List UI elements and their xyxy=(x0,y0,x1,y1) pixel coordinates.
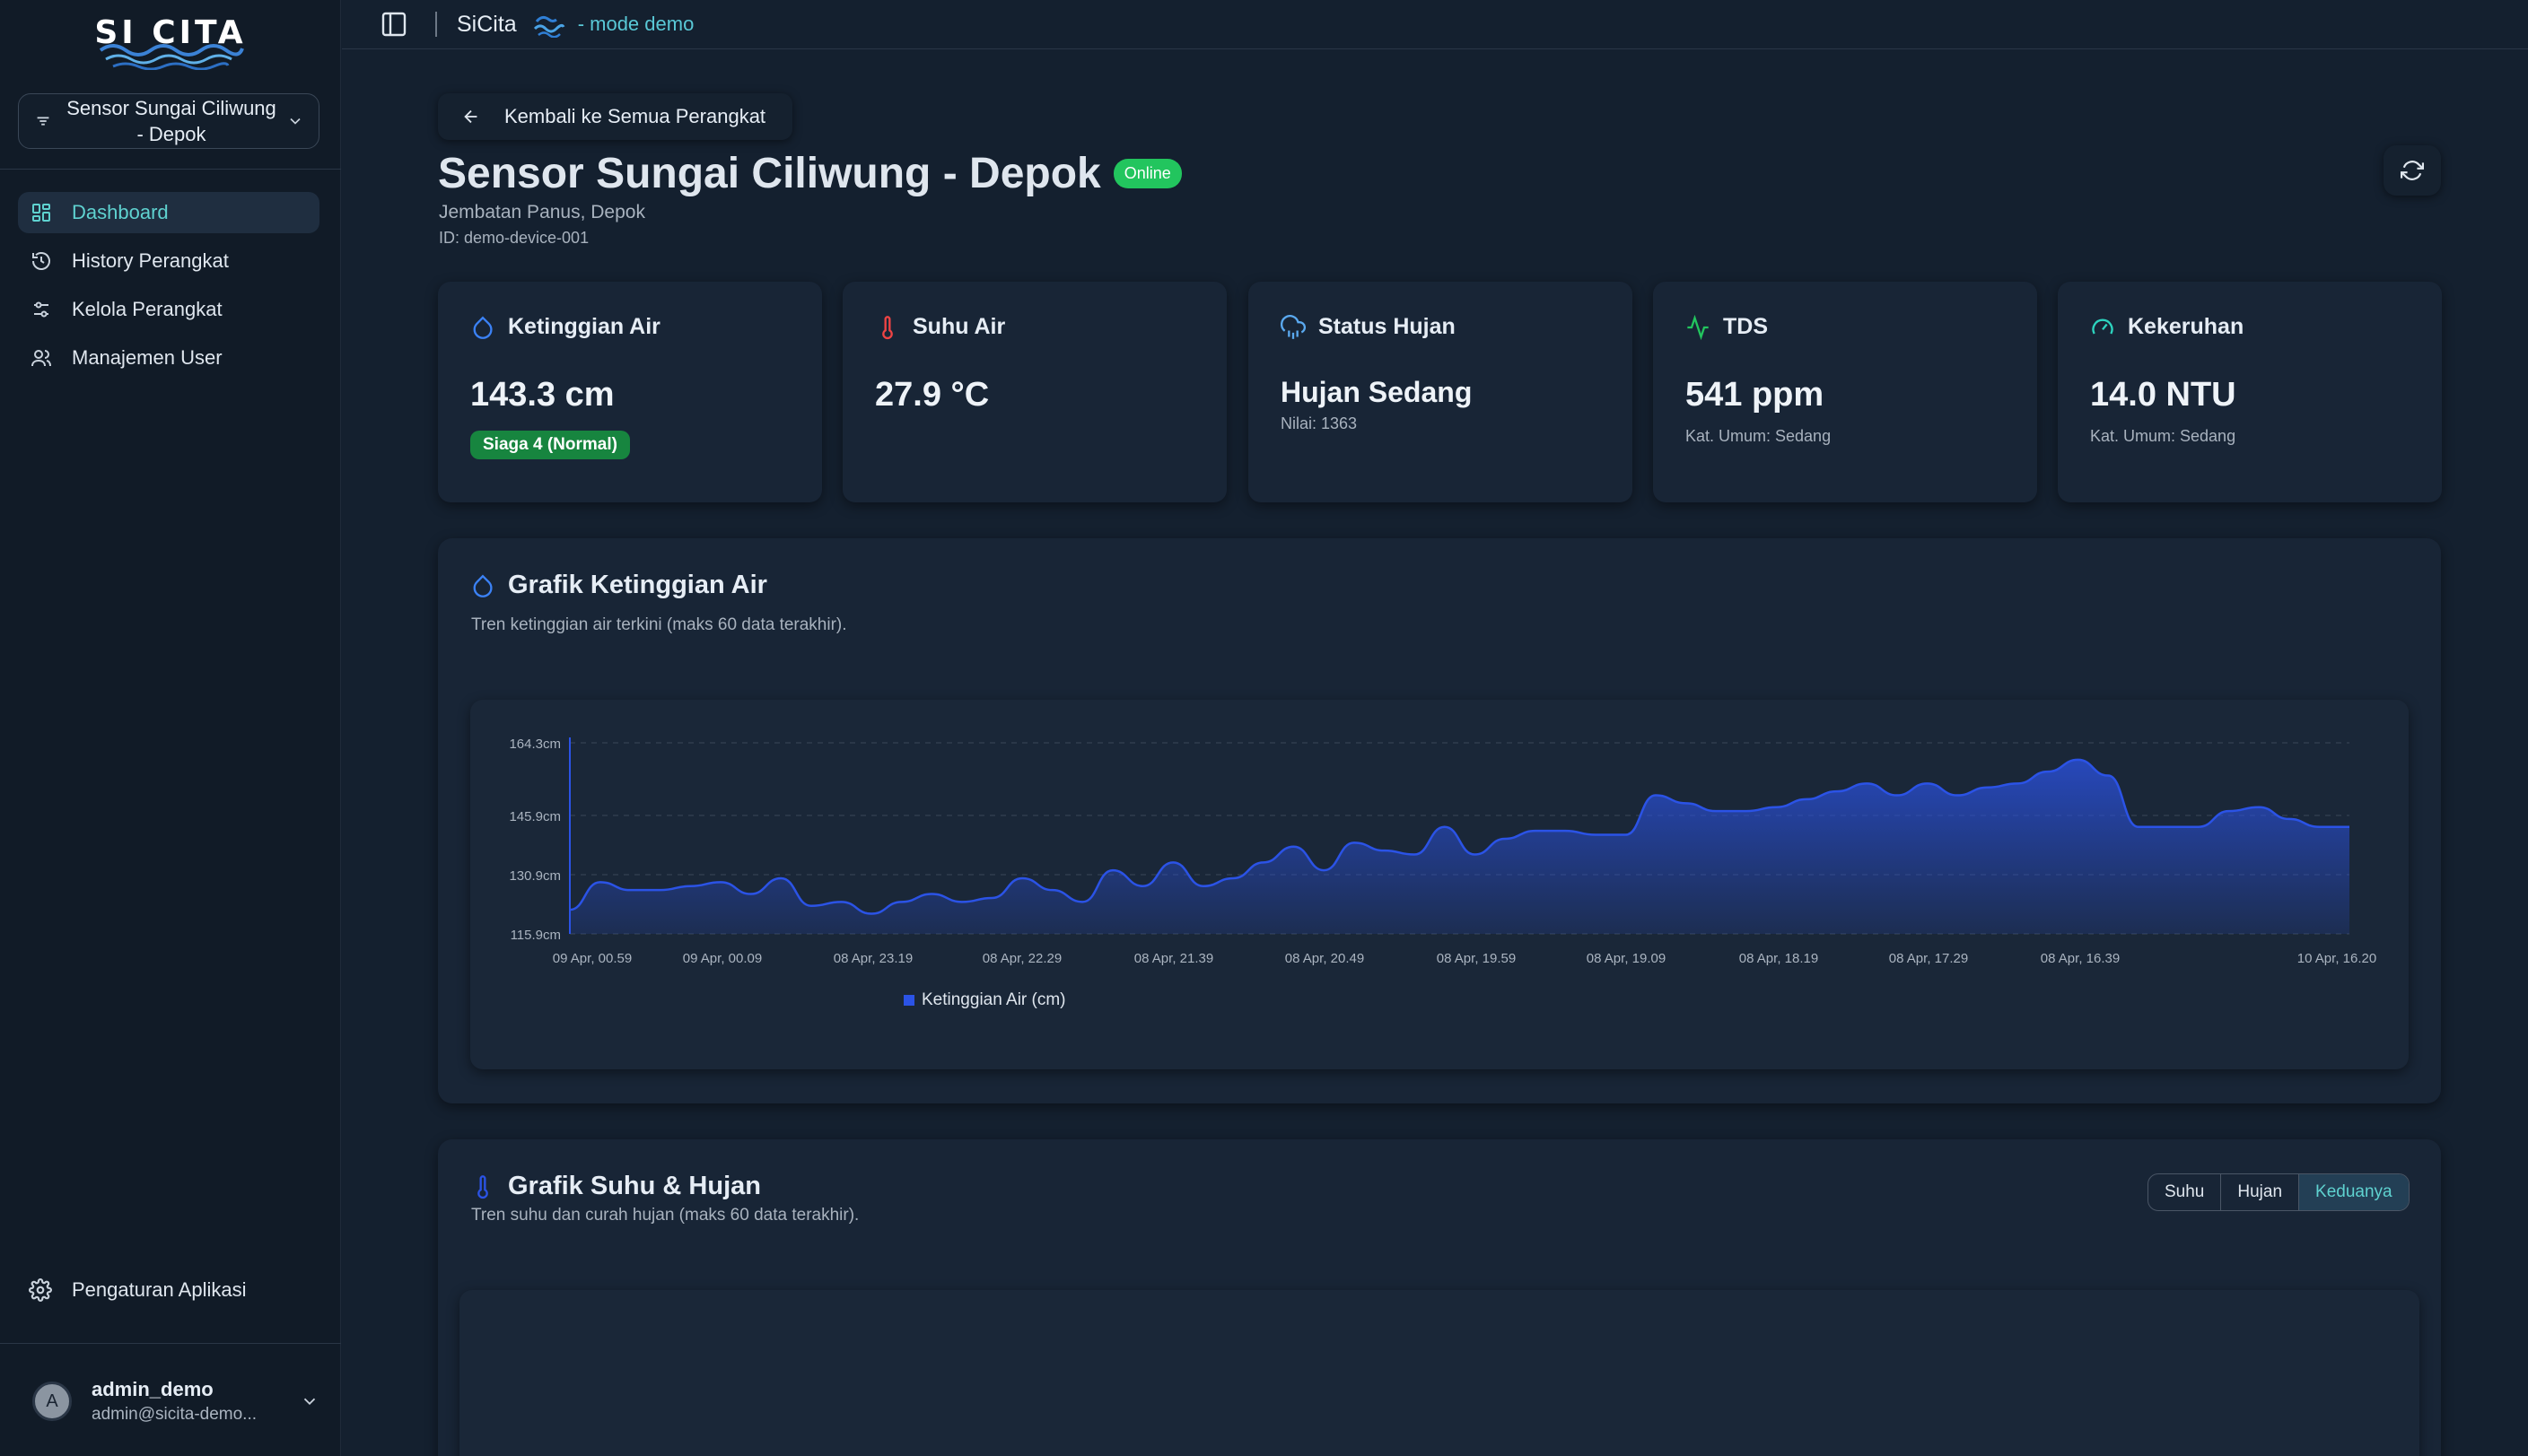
sidebar-item-users[interactable]: Manajemen User xyxy=(18,337,319,379)
card-label: Kekeruhan xyxy=(2128,314,2244,339)
card-header: Kekeruhan xyxy=(2090,314,2410,340)
device-id: ID: demo-device-001 xyxy=(439,229,590,247)
refresh-icon xyxy=(2401,161,2424,180)
chart-legend[interactable]: Ketinggian Air (cm) xyxy=(904,990,1066,1010)
sliders-icon xyxy=(34,301,48,318)
toggle-keduanya[interactable]: Keduanya xyxy=(2299,1174,2409,1210)
panel-title: Grafik Ketinggian Air xyxy=(470,571,767,600)
card-header: Suhu Air xyxy=(875,314,1194,340)
gear-icon xyxy=(29,1278,52,1302)
panel-title: Grafik Suhu & Hujan xyxy=(470,1172,761,1201)
panel-subtitle: Tren ketinggian air terkini (maks 60 dat… xyxy=(471,615,847,634)
chevron-down-icon xyxy=(303,1398,316,1406)
status-badge: Online xyxy=(1113,159,1182,188)
panel-title-text: Grafik Ketinggian Air xyxy=(508,571,767,599)
user-menu[interactable]: A admin_demo admin@sicita-demo... xyxy=(32,1373,319,1430)
topbar: SiCita - mode demo xyxy=(342,0,2528,49)
avatar: A xyxy=(32,1382,72,1421)
wave-icon xyxy=(533,15,565,38)
app-logo[interactable]: SI CITA xyxy=(93,14,248,70)
temp-rain-panel: Grafik Suhu & Hujan Tren suhu dan curah … xyxy=(438,1139,2441,1456)
cloud-rain-icon xyxy=(1281,314,1306,339)
card-sub: Nilai: 1363 xyxy=(1281,414,1358,432)
topbar-separator xyxy=(435,12,437,37)
card-value: Hujan Sedang xyxy=(1281,376,1473,408)
activity-icon xyxy=(1687,314,1709,340)
refresh-button[interactable] xyxy=(2384,145,2441,196)
history-icon xyxy=(32,252,50,270)
page-title: Sensor Sungai Ciliwung - Depok Online xyxy=(438,149,1182,198)
gauge-icon xyxy=(2092,318,2113,335)
thermometer-icon xyxy=(882,315,893,339)
sidebar-divider xyxy=(0,1343,341,1344)
sidebar-item-kelola[interactable]: Kelola Perangkat xyxy=(18,289,319,330)
panel-title-text: Grafik Suhu & Hujan xyxy=(508,1172,761,1200)
settings-link[interactable]: Pengaturan Aplikasi xyxy=(29,1270,246,1310)
card-sub: Kat. Umum: Sedang xyxy=(2090,427,2236,445)
dashboard-icon xyxy=(32,204,50,222)
card-label: Suhu Air xyxy=(913,314,1006,339)
back-label: Kembali ke Semua Perangkat xyxy=(504,105,766,127)
page-title-text: Sensor Sungai Ciliwung - Depok xyxy=(438,150,1101,197)
filter-icon xyxy=(37,117,49,126)
level-chart-panel: Grafik Ketinggian Air Tren ketinggian ai… xyxy=(438,538,2441,1103)
user-info: admin_demo admin@sicita-demo... xyxy=(92,1378,300,1425)
chart-container xyxy=(470,700,2409,1069)
logo-wave-icon xyxy=(99,44,244,70)
settings-label: Pengaturan Aplikasi xyxy=(72,1278,247,1301)
card-water-temp: Suhu Air 27.9 °C xyxy=(843,282,1227,502)
sidebar-item-label: Kelola Perangkat xyxy=(72,298,223,320)
sidebar-item-label: History Perangkat xyxy=(72,249,229,272)
sidebar-item-history[interactable]: History Perangkat xyxy=(18,240,319,282)
device-location: Jembatan Panus, Depok xyxy=(439,202,645,222)
user-email: admin@sicita-demo... xyxy=(92,1405,258,1424)
sidebar-toggle-icon[interactable] xyxy=(380,10,408,39)
card-value: 14.0 NTU xyxy=(2090,376,2236,414)
sidebar-item-dashboard[interactable]: Dashboard xyxy=(18,192,319,233)
back-button[interactable]: Kembali ke Semua Perangkat xyxy=(438,93,793,140)
arrow-left-icon xyxy=(464,109,477,124)
toggle-suhu[interactable]: Suhu xyxy=(2148,1174,2222,1210)
sidebar: SI CITA Sensor Sungai Ciliwung - Depok D… xyxy=(0,0,341,1456)
sidebar-divider xyxy=(0,169,341,170)
legend-swatch xyxy=(904,995,914,1006)
card-value: 27.9 °C xyxy=(875,376,990,414)
card-value: 143.3 cm xyxy=(470,376,615,414)
mode-label: - mode demo xyxy=(577,13,695,35)
card-sub: Kat. Umum: Sedang xyxy=(1685,427,1832,445)
panel-subtitle: Tren suhu dan curah hujan (maks 60 data … xyxy=(471,1206,860,1225)
card-label: TDS xyxy=(1723,314,1768,339)
card-header: Ketinggian Air xyxy=(470,314,790,340)
thermometer-icon xyxy=(477,1174,488,1199)
app-name: SiCita xyxy=(457,11,517,37)
user-name: admin_demo xyxy=(92,1378,214,1400)
users-icon xyxy=(31,350,51,367)
card-water-level: Ketinggian Air 143.3 cm Siaga 4 (Normal) xyxy=(438,282,822,502)
sidebar-item-label: Manajemen User xyxy=(72,346,223,369)
card-header: TDS xyxy=(1685,314,2005,340)
sidebar-nav: Dashboard History Perangkat Kelola Peran… xyxy=(18,192,319,386)
device-select-label: Sensor Sungai Ciliwung - Depok xyxy=(66,97,276,145)
chevron-down-icon xyxy=(290,118,301,125)
device-select[interactable]: Sensor Sungai Ciliwung - Depok xyxy=(18,93,319,149)
card-tds: TDS 541 ppm Kat. Umum: Sedang xyxy=(1653,282,2037,502)
droplet-icon xyxy=(473,573,493,597)
card-header: Status Hujan xyxy=(1281,314,1600,340)
sidebar-item-label: Dashboard xyxy=(72,201,169,223)
status-badge: Siaga 4 (Normal) xyxy=(470,431,630,459)
toggle-hujan[interactable]: Hujan xyxy=(2221,1174,2300,1210)
chart-mode-toggle: Suhu Hujan Keduanya xyxy=(2147,1173,2410,1211)
chart-container xyxy=(459,1290,2419,1456)
card-label: Ketinggian Air xyxy=(508,314,660,339)
legend-label: Ketinggian Air (cm) xyxy=(922,990,1066,1009)
droplet-icon xyxy=(473,315,493,339)
card-turbidity: Kekeruhan 14.0 NTU Kat. Umum: Sedang xyxy=(2058,282,2442,502)
card-label: Status Hujan xyxy=(1318,314,1456,339)
card-rain: Status Hujan Hujan Sedang Nilai: 1363 xyxy=(1248,282,1632,502)
card-value: 541 ppm xyxy=(1685,376,1824,414)
